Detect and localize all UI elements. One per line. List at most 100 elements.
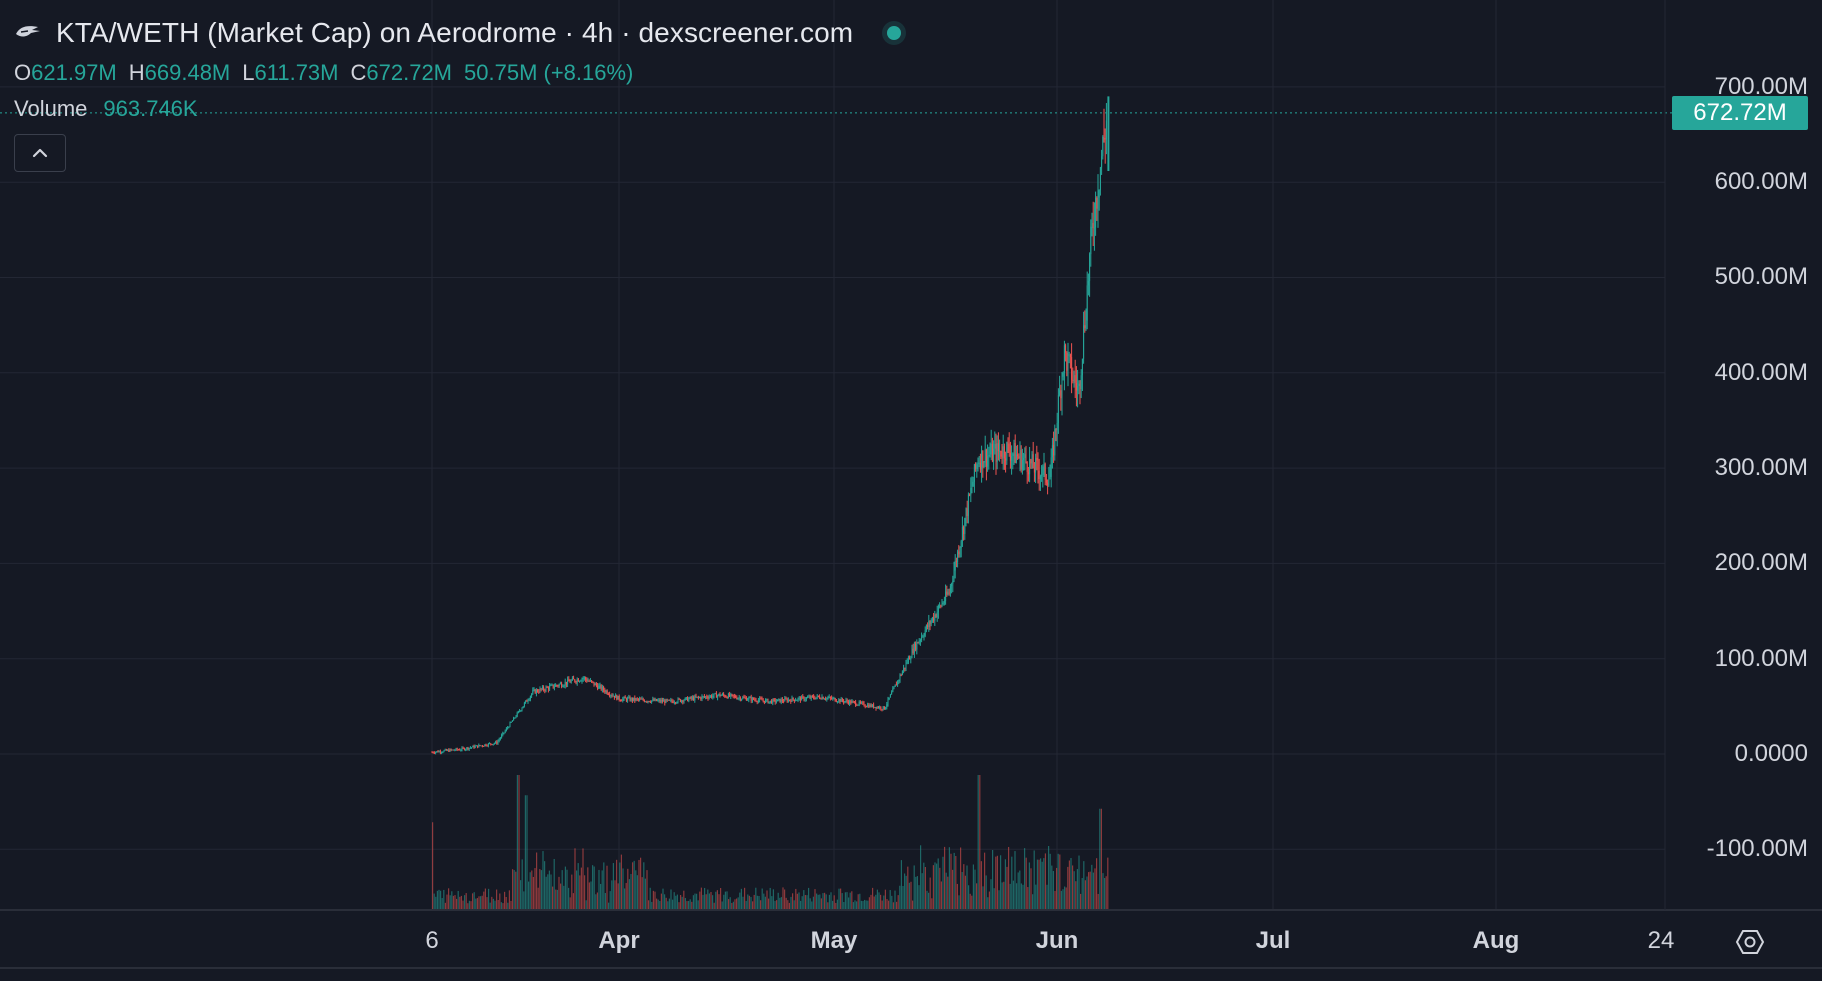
candle-body bbox=[637, 698, 639, 700]
volume-bar bbox=[870, 894, 872, 910]
volume-bar bbox=[457, 890, 459, 910]
candle-body bbox=[621, 700, 623, 702]
candle-body bbox=[712, 695, 714, 698]
volume-bar bbox=[1091, 864, 1093, 910]
candle-body bbox=[1043, 463, 1045, 467]
volume-bar bbox=[619, 862, 621, 910]
candle-body bbox=[451, 749, 453, 751]
candle-body bbox=[679, 699, 681, 702]
candle-body bbox=[1077, 386, 1079, 391]
volume-bar bbox=[1100, 808, 1102, 910]
volume-bar bbox=[588, 882, 590, 910]
volume-bar bbox=[686, 901, 688, 910]
volume-bar bbox=[636, 875, 638, 910]
candle-body bbox=[843, 700, 845, 703]
volume-bar bbox=[780, 897, 782, 910]
volume-bar bbox=[1014, 851, 1016, 910]
volume-bar bbox=[904, 873, 906, 910]
volume-bar bbox=[886, 899, 888, 910]
volume-bar bbox=[867, 900, 869, 910]
volume-bar bbox=[464, 895, 466, 910]
volume-bar bbox=[486, 897, 488, 910]
volume-bar bbox=[752, 901, 754, 910]
volume-bar bbox=[980, 861, 982, 910]
candle-body bbox=[607, 693, 609, 695]
candle-body bbox=[751, 697, 753, 701]
candle-body bbox=[1009, 453, 1011, 461]
candle-body bbox=[1026, 462, 1028, 473]
volume-bar bbox=[836, 899, 838, 910]
candle-body bbox=[693, 697, 695, 701]
candle-body bbox=[471, 747, 473, 749]
volume-bar bbox=[742, 896, 744, 910]
candle-body bbox=[438, 751, 440, 753]
volume-bar bbox=[475, 898, 477, 910]
candle-body bbox=[705, 696, 707, 698]
candle-body bbox=[604, 690, 606, 693]
candle-body bbox=[480, 745, 482, 747]
volume-bar bbox=[984, 852, 986, 910]
candle-body bbox=[447, 749, 449, 751]
volume-bar bbox=[945, 872, 947, 910]
volume-bar bbox=[987, 897, 989, 910]
close-key: C bbox=[350, 60, 367, 85]
candle-body bbox=[606, 690, 608, 694]
candle-body bbox=[553, 686, 555, 688]
volume-bar bbox=[968, 885, 970, 910]
volume-bar bbox=[761, 888, 763, 910]
candle-body bbox=[879, 706, 881, 709]
candle-body bbox=[689, 697, 691, 699]
volume-bar bbox=[662, 888, 664, 910]
candle-body bbox=[996, 443, 998, 462]
candle-body bbox=[747, 699, 749, 701]
volume-bar bbox=[622, 868, 624, 910]
candle-body bbox=[871, 704, 873, 707]
candle-body bbox=[709, 695, 711, 697]
candle-body bbox=[544, 689, 546, 691]
volume-bar bbox=[809, 898, 811, 910]
volume-bar bbox=[651, 901, 653, 910]
candle-body bbox=[1060, 390, 1062, 399]
volume-bar bbox=[872, 887, 874, 910]
candle-body bbox=[603, 686, 605, 691]
volume-bar bbox=[446, 894, 448, 910]
volume-bar bbox=[617, 883, 619, 910]
candle-body bbox=[1023, 457, 1025, 460]
volume-bar bbox=[556, 889, 558, 910]
open-value: 621.97M bbox=[31, 60, 117, 85]
candle-body bbox=[579, 680, 581, 682]
candle-body bbox=[702, 696, 704, 698]
volume-bar bbox=[1088, 872, 1090, 910]
volume-bar bbox=[520, 880, 522, 910]
candle-body bbox=[639, 698, 641, 700]
candle-body bbox=[1024, 454, 1026, 458]
volume-bar bbox=[952, 869, 954, 910]
candle-body bbox=[504, 730, 506, 733]
candle-body bbox=[811, 695, 813, 697]
volume-bar bbox=[1099, 808, 1101, 910]
candle-body bbox=[460, 749, 462, 751]
volume-bar bbox=[731, 902, 733, 910]
candle-body bbox=[567, 679, 569, 685]
volume-bar bbox=[948, 847, 950, 910]
candle-body bbox=[473, 745, 475, 748]
volume-bar bbox=[476, 898, 478, 910]
low-key: L bbox=[242, 60, 255, 85]
candle-body bbox=[1007, 442, 1009, 444]
volume-bar bbox=[440, 890, 442, 910]
volume-bar bbox=[745, 900, 747, 910]
volume-bar bbox=[1073, 871, 1075, 910]
candle-body bbox=[870, 704, 872, 707]
collapse-legend-button[interactable] bbox=[14, 134, 66, 172]
volume-bar bbox=[891, 895, 893, 910]
volume-bar bbox=[1070, 858, 1072, 910]
candle-body bbox=[831, 697, 833, 699]
candle-body bbox=[628, 697, 630, 699]
volume-bar bbox=[988, 891, 990, 910]
chart-settings-button[interactable] bbox=[1733, 925, 1767, 959]
volume-bar bbox=[849, 892, 851, 910]
candle-body bbox=[916, 642, 918, 650]
volume-bar bbox=[1052, 871, 1054, 910]
candle-body bbox=[933, 617, 935, 621]
